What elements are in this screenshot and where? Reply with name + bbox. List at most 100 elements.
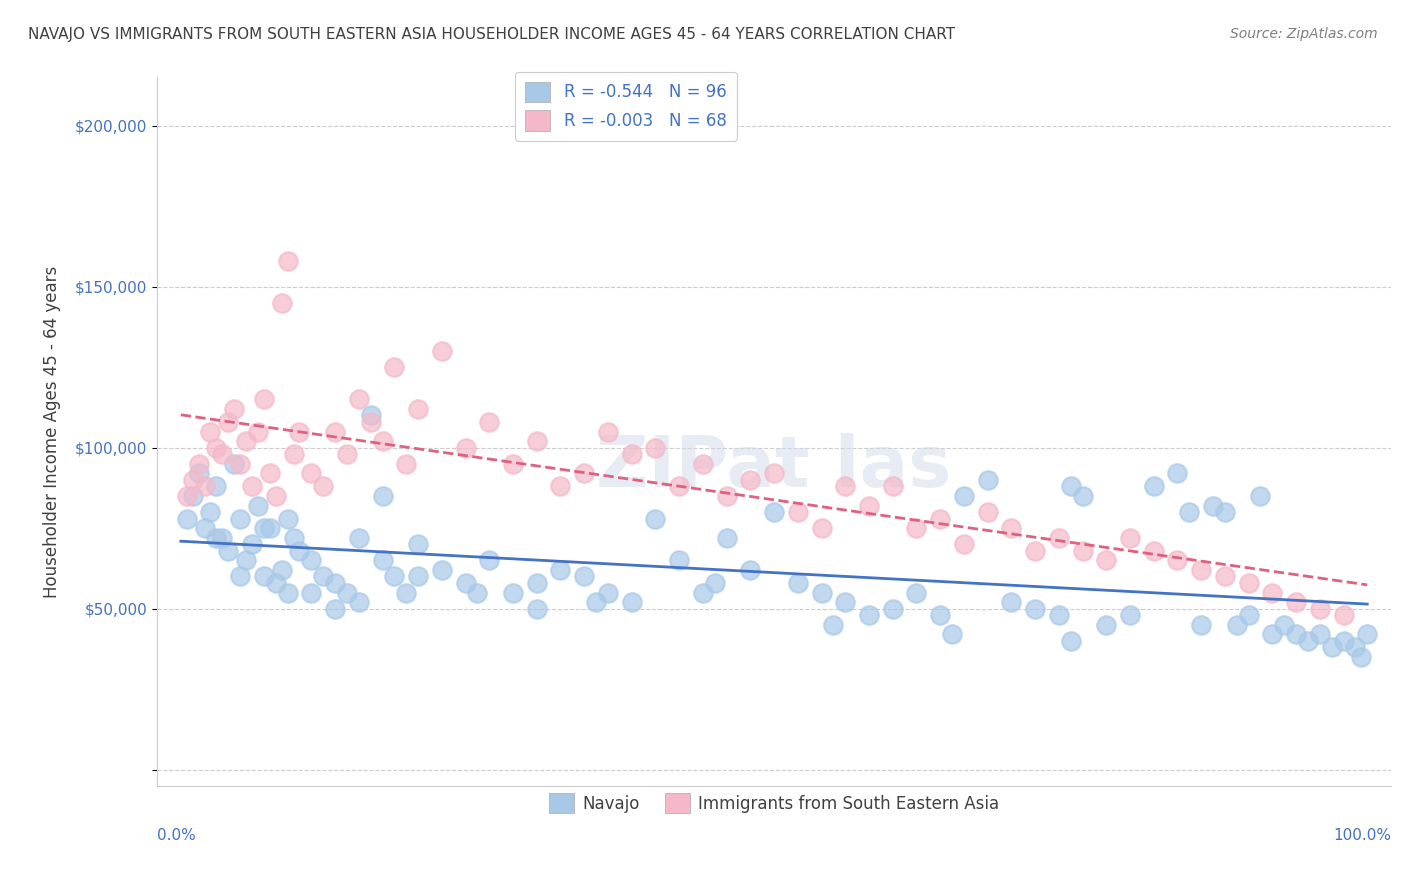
Text: 100.0%: 100.0% — [1333, 828, 1391, 843]
Point — [1071, 489, 1094, 503]
Point — [692, 457, 714, 471]
Point — [217, 415, 239, 429]
Point — [205, 441, 228, 455]
Point — [858, 608, 880, 623]
Point — [941, 627, 963, 641]
Point — [336, 585, 359, 599]
Point — [384, 569, 406, 583]
Point — [336, 447, 359, 461]
Point — [299, 585, 322, 599]
Point — [550, 479, 572, 493]
Point — [187, 467, 209, 481]
Point — [1024, 543, 1046, 558]
Point — [1095, 617, 1118, 632]
Point — [176, 489, 198, 503]
Point — [953, 537, 976, 551]
Text: 0.0%: 0.0% — [157, 828, 195, 843]
Point — [229, 569, 252, 583]
Point — [596, 425, 619, 439]
Point — [574, 569, 596, 583]
Legend: Navajo, Immigrants from South Eastern Asia: Navajo, Immigrants from South Eastern As… — [543, 786, 1005, 820]
Point — [430, 563, 453, 577]
Point — [1261, 627, 1284, 641]
Point — [1213, 505, 1236, 519]
Point — [454, 441, 477, 455]
Point — [181, 489, 204, 503]
Point — [347, 531, 370, 545]
Point — [187, 457, 209, 471]
Point — [181, 473, 204, 487]
Point — [360, 415, 382, 429]
Point — [299, 553, 322, 567]
Point — [229, 511, 252, 525]
Point — [953, 489, 976, 503]
Point — [253, 392, 276, 407]
Point — [1000, 521, 1022, 535]
Point — [193, 479, 215, 493]
Point — [406, 402, 429, 417]
Point — [1285, 595, 1308, 609]
Point — [1272, 617, 1295, 632]
Point — [1143, 543, 1166, 558]
Point — [406, 569, 429, 583]
Point — [929, 511, 952, 525]
Point — [786, 505, 808, 519]
Point — [371, 489, 394, 503]
Point — [323, 575, 346, 590]
Point — [1237, 608, 1260, 623]
Point — [299, 467, 322, 481]
Point — [347, 392, 370, 407]
Point — [716, 531, 738, 545]
Point — [1000, 595, 1022, 609]
Point — [858, 499, 880, 513]
Point — [395, 585, 418, 599]
Point — [1333, 608, 1355, 623]
Point — [1189, 563, 1212, 577]
Point — [1261, 585, 1284, 599]
Point — [478, 553, 501, 567]
Point — [526, 434, 548, 449]
Point — [834, 479, 856, 493]
Point — [1189, 617, 1212, 632]
Point — [224, 402, 246, 417]
Point — [264, 489, 287, 503]
Point — [585, 595, 607, 609]
Point — [1202, 499, 1225, 513]
Point — [1059, 633, 1081, 648]
Point — [371, 434, 394, 449]
Point — [312, 479, 335, 493]
Point — [1166, 467, 1188, 481]
Point — [467, 585, 489, 599]
Point — [882, 479, 904, 493]
Point — [259, 521, 281, 535]
Point — [716, 489, 738, 503]
Point — [1355, 627, 1378, 641]
Point — [270, 295, 292, 310]
Point — [703, 575, 725, 590]
Point — [200, 505, 222, 519]
Point — [1059, 479, 1081, 493]
Point — [259, 467, 281, 481]
Point — [526, 575, 548, 590]
Point — [596, 585, 619, 599]
Point — [668, 479, 690, 493]
Point — [360, 409, 382, 423]
Point — [1166, 553, 1188, 567]
Point — [1213, 569, 1236, 583]
Point — [200, 425, 222, 439]
Point — [277, 585, 299, 599]
Point — [283, 531, 305, 545]
Point — [620, 447, 643, 461]
Point — [312, 569, 335, 583]
Point — [1296, 633, 1319, 648]
Point — [478, 415, 501, 429]
Point — [1333, 633, 1355, 648]
Y-axis label: Householder Income Ages 45 - 64 years: Householder Income Ages 45 - 64 years — [44, 266, 60, 598]
Point — [823, 617, 845, 632]
Point — [1237, 575, 1260, 590]
Point — [277, 511, 299, 525]
Point — [270, 563, 292, 577]
Point — [976, 505, 998, 519]
Point — [1309, 601, 1331, 615]
Point — [502, 585, 524, 599]
